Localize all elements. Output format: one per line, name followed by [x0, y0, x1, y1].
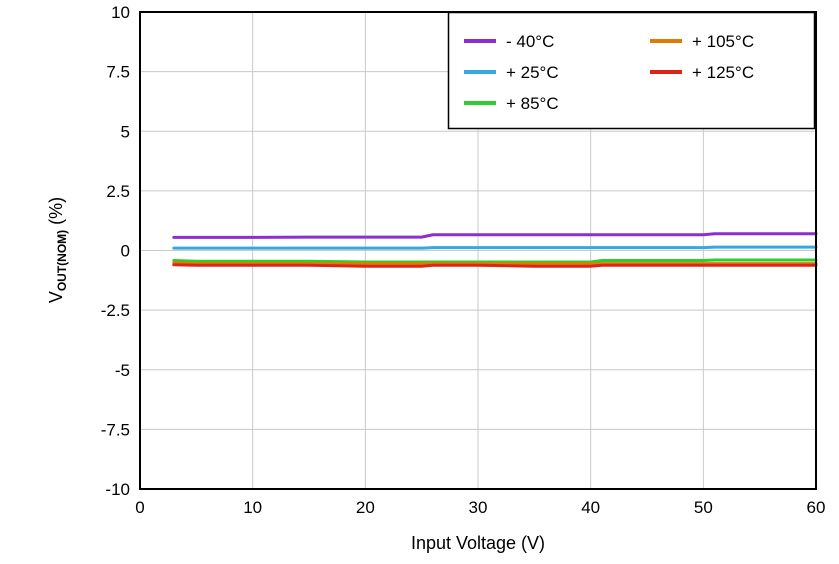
- series-line-2: [172, 258, 818, 264]
- x-tick-label-4: 40: [581, 498, 600, 517]
- x-tick-label-2: 20: [356, 498, 375, 517]
- y-tick-label-8: -10: [105, 480, 130, 499]
- series-line-4: [172, 263, 818, 268]
- series-line-0: [172, 232, 818, 239]
- legend: - 40°C + 25°C + 85°C + 105°C + 125°C: [447, 11, 816, 130]
- y-tick-label-1: 7.5: [106, 63, 130, 82]
- y-axis-label-text: VOUT(NOM) (%): [46, 197, 69, 303]
- y-tick-labels: 10 7.5 5 2.5 0 -2.5 -5 -7.5 -10: [101, 3, 130, 499]
- legend-label-4: + 125°C: [692, 63, 754, 82]
- y-tick-label-6: -5: [115, 361, 130, 380]
- series-line-3: [172, 261, 818, 266]
- legend-label-2: + 85°C: [506, 94, 559, 113]
- y-tick-label-0: 10: [111, 3, 130, 22]
- legend-label-3: + 105°C: [692, 32, 754, 51]
- y-tick-label-2: 5: [121, 122, 130, 141]
- legend-label-0: - 40°C: [506, 32, 554, 51]
- x-tick-label-1: 10: [243, 498, 262, 517]
- x-tick-label-3: 30: [469, 498, 488, 517]
- legend-box: [447, 11, 816, 130]
- x-axis-label: Input Voltage (V): [411, 533, 545, 553]
- x-tick-label-6: 60: [807, 498, 826, 517]
- x-tick-labels: 0 10 20 30 40 50 60: [135, 498, 825, 517]
- series-line-1: [172, 245, 818, 250]
- y-tick-label-5: -2.5: [101, 301, 130, 320]
- y-tick-label-3: 2.5: [106, 182, 130, 201]
- legend-label-1: + 25°C: [506, 63, 559, 82]
- y-axis-label: VOUT(NOM) (%): [46, 197, 69, 303]
- y-tick-label-7: -7.5: [101, 420, 130, 439]
- x-tick-label-5: 50: [694, 498, 713, 517]
- data-series: [172, 232, 818, 268]
- y-tick-label-4: 0: [121, 242, 130, 261]
- x-tick-label-0: 0: [135, 498, 144, 517]
